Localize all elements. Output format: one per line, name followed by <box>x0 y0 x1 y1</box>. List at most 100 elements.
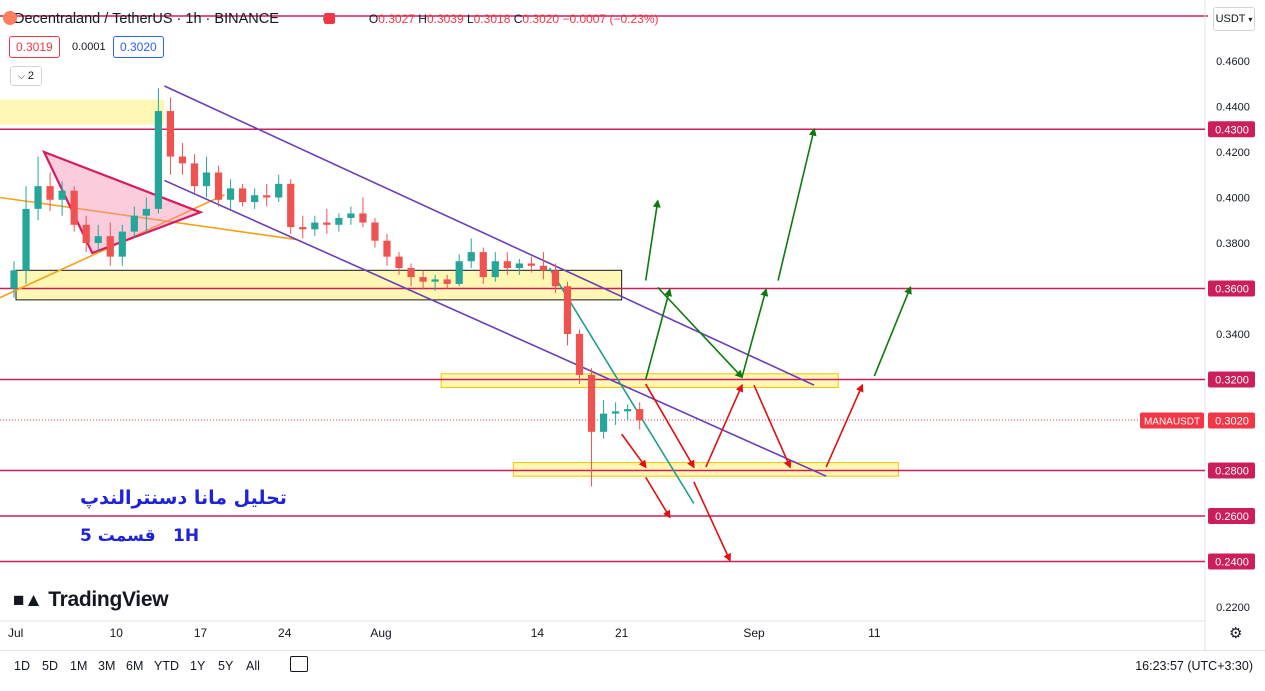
candle-body <box>383 240 391 257</box>
range-button-5d[interactable]: 5D <box>42 659 58 673</box>
last-price-label: 0.3020 <box>1215 415 1249 427</box>
candle-body <box>46 186 54 200</box>
pair-icon <box>3 11 17 25</box>
x-tick-label: Jul <box>8 626 23 640</box>
channel-upper-line <box>164 85 815 386</box>
level-label: 0.2800 <box>1215 466 1249 478</box>
scenario-arrow <box>873 285 912 377</box>
candle-body <box>10 270 18 289</box>
y-tick-label: 0.4200 <box>1216 147 1250 159</box>
candle-body <box>587 374 596 432</box>
range-button-3m[interactable]: 3M <box>98 659 116 673</box>
tv-logo-icon: ■▲ <box>13 590 43 611</box>
candle-body <box>70 190 78 225</box>
price-axis: 0.4600 0.4400 0.4200 0.4000 0.3800 0.3400 0.22… <box>1140 56 1255 614</box>
candle-body <box>287 183 295 228</box>
symbol-tag-label: MANAUSDT <box>1144 416 1200 427</box>
range-button-1m[interactable]: 1M <box>70 659 88 673</box>
channel-lower-line <box>164 179 827 477</box>
y-tick-label: 0.4000 <box>1216 193 1250 205</box>
y-tick-label: 0.3400 <box>1216 329 1250 341</box>
candle-body <box>58 190 66 200</box>
currency-selector[interactable]: USDT ▾ <box>1213 7 1255 31</box>
candle-body <box>34 186 42 209</box>
candle-body <box>299 227 307 230</box>
flag-icon[interactable] <box>324 13 335 24</box>
scenario-arrow <box>620 433 647 469</box>
candle-body <box>347 213 355 218</box>
candle-body <box>130 215 138 232</box>
scenario-arrow <box>644 199 661 281</box>
range-button-1y[interactable]: 1Y <box>190 659 206 673</box>
range-button-1d[interactable]: 1D <box>14 659 30 673</box>
level-tag <box>1208 508 1255 524</box>
candle-body <box>575 334 584 375</box>
candle-body <box>636 409 644 421</box>
buy-price-button[interactable]: 0.3020 <box>113 36 164 58</box>
level-label: 0.3600 <box>1215 284 1249 296</box>
calendar-icon[interactable] <box>290 656 308 672</box>
candle-body <box>407 268 415 278</box>
candle-body <box>202 172 211 187</box>
candle-body <box>178 156 187 164</box>
candle-body <box>599 413 608 432</box>
candle-body <box>166 111 175 157</box>
candle-body <box>251 195 259 203</box>
level-tag <box>1208 462 1255 479</box>
scenario-arrows <box>620 127 912 562</box>
indicators-toggle[interactable]: ⌵ 2 <box>10 66 42 86</box>
range-button-ytd[interactable]: YTD <box>154 659 179 673</box>
sell-price-button[interactable]: 0.3019 <box>9 36 60 58</box>
symbol-title[interactable]: Decentraland / TetherUS · 1h · BINANCE <box>14 11 279 27</box>
level-label: 0.2400 <box>1215 557 1249 569</box>
candle-body <box>142 208 150 216</box>
analysis-timeframe: 1H <box>173 526 200 546</box>
candle-body <box>527 263 535 266</box>
candle-body <box>551 270 560 287</box>
symbol-header: Decentraland / TetherUS · 1h · BINANCE O… <box>0 6 659 32</box>
wedge-upper-line <box>0 196 297 241</box>
level-tag <box>1208 121 1255 138</box>
candle-body <box>431 279 439 282</box>
range-button-all[interactable]: All <box>246 659 260 673</box>
candle-body <box>563 286 572 334</box>
logo-text: TradingView <box>48 588 169 611</box>
scenario-arrow <box>657 286 744 379</box>
zone-rect <box>440 373 839 388</box>
ohlc-values: O0.3027 H0.3039 L0.3018 C0.3020 −0.0007 … <box>368 12 659 26</box>
candles <box>10 88 644 487</box>
candle-body <box>239 188 247 203</box>
scenario-arrow <box>753 384 792 469</box>
settings-gear-icon[interactable]: ⚙ <box>1229 625 1243 642</box>
clock[interactable]: 16:23:57 (UTC+3:30) <box>1135 659 1253 673</box>
range-button-5y[interactable]: 5Y <box>218 659 234 673</box>
candle-body <box>612 411 620 414</box>
candle-body <box>419 277 427 282</box>
candle-body <box>455 261 463 284</box>
scenario-arrow <box>705 383 744 468</box>
analysis-title: تحلیل مانا دسنترالندپ <box>80 487 287 509</box>
scenario-arrow <box>693 481 731 562</box>
analysis-part: قسمت 5 <box>80 526 156 546</box>
zone-rect <box>15 269 623 301</box>
x-tick-label: 10 <box>110 626 124 640</box>
time-axis: Jul 10 17 24 Aug 14 21 Sep 11 <box>8 626 881 640</box>
candle-body <box>311 222 319 230</box>
candle-body <box>154 111 162 209</box>
range-button-6m[interactable]: 6M <box>126 659 144 673</box>
x-tick-label: 11 <box>868 626 881 640</box>
tradingview-logo[interactable]: ■▲ TradingView <box>13 588 169 612</box>
level-label: 0.3200 <box>1215 375 1249 387</box>
y-tick-label: 0.4600 <box>1216 56 1250 68</box>
scenario-arrow <box>645 383 695 469</box>
scenario-arrow <box>645 476 671 519</box>
candle-body <box>22 208 30 271</box>
scenario-arrow <box>777 127 817 281</box>
candle-body <box>467 252 475 262</box>
chevron-down-icon: ⌵ <box>17 71 25 81</box>
candle-body <box>624 409 632 412</box>
last-price-tag <box>1208 412 1255 429</box>
candle-body <box>335 217 343 225</box>
